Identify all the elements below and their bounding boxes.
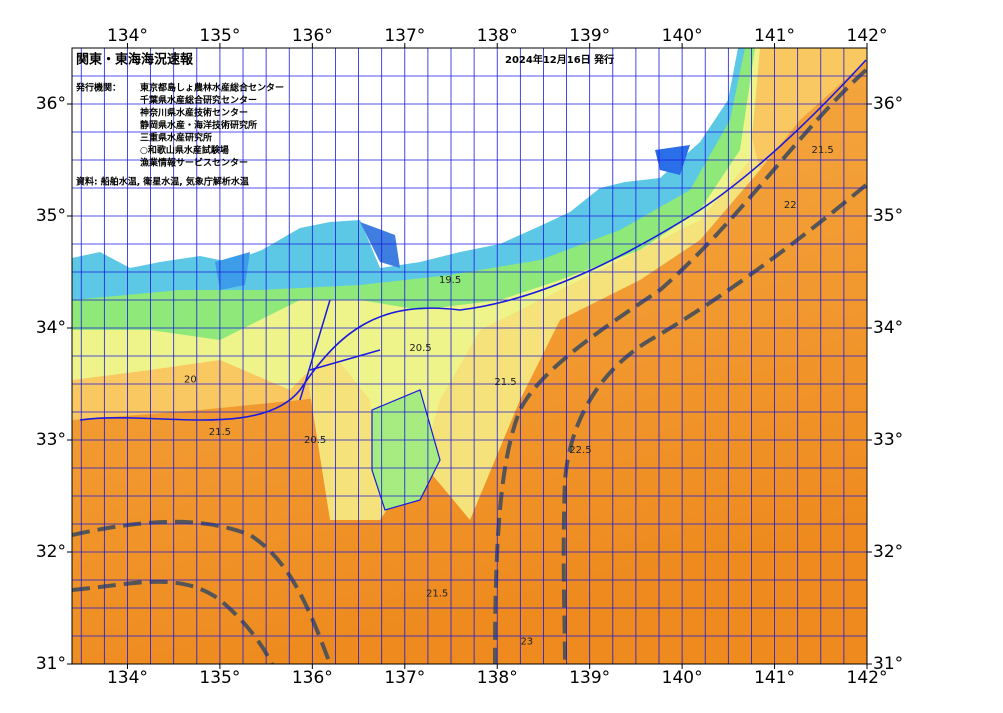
contour-labels: 19.5 20.5 21.5 22.5 20.5 21.5 21.5 22 23 21.5 20 bbox=[184, 145, 834, 648]
lat-label: 32° bbox=[873, 542, 903, 562]
lon-label: 134° bbox=[107, 26, 148, 46]
contour-label: 21.5 bbox=[209, 427, 231, 438]
kuroshio-axis bbox=[493, 68, 867, 664]
issue-date: 2024年12月16日 発行 bbox=[505, 53, 614, 66]
kuroshio-axis bbox=[72, 579, 274, 664]
lon-label: 139° bbox=[569, 668, 610, 688]
lat-label: 31° bbox=[36, 654, 66, 674]
lon-label: 138° bbox=[477, 26, 518, 46]
kuroshio-axis bbox=[561, 183, 867, 664]
agency: 漁業情報サービスセンター bbox=[140, 157, 248, 169]
grid bbox=[72, 48, 867, 664]
lon-label: 134° bbox=[107, 668, 148, 688]
bay bbox=[360, 222, 400, 268]
lon-label: 135° bbox=[199, 26, 240, 46]
contour-label: 23 bbox=[520, 637, 533, 648]
lat-label: 31° bbox=[873, 654, 903, 674]
lon-label: 141° bbox=[754, 668, 795, 688]
agency: 三重県水産研究所 bbox=[140, 132, 212, 144]
contour-label: 20.5 bbox=[409, 343, 431, 354]
contour-label: 21.5 bbox=[426, 588, 448, 599]
cold-eddy bbox=[371, 389, 441, 511]
kuroshio-axis bbox=[72, 519, 332, 664]
agencies-label: 発行機関： bbox=[75, 82, 121, 94]
contour-label: 22.5 bbox=[569, 445, 591, 456]
agency: 千葉県水産総合研究センター bbox=[140, 94, 257, 106]
contour-label: 20 bbox=[184, 375, 197, 386]
lat-label: 35° bbox=[873, 206, 903, 226]
lon-label: 136° bbox=[292, 26, 333, 46]
source: 資料: 船舶水温, 衛星水温, 気象庁解析水温 bbox=[76, 176, 249, 188]
frame bbox=[71, 47, 868, 665]
lon-label: 141° bbox=[754, 26, 795, 46]
agency: 東京都島しょ農林水産総合センター bbox=[140, 82, 284, 94]
agency: 静岡県水産・海洋技術研究所 bbox=[140, 119, 257, 131]
lat-label: 36° bbox=[36, 94, 66, 114]
lon-label: 142° bbox=[847, 26, 888, 46]
lon-label: 138° bbox=[477, 668, 518, 688]
contour-label: 22 bbox=[784, 200, 797, 211]
lat-label: 33° bbox=[36, 430, 66, 450]
lat-label: 34° bbox=[873, 318, 903, 338]
agency: 神奈川県水産技術センター bbox=[140, 107, 248, 119]
contour-label: 20.5 bbox=[304, 435, 326, 446]
bay bbox=[215, 252, 250, 290]
lon-label: 142° bbox=[847, 668, 888, 688]
agency: ○和歌山県水産試験場 bbox=[140, 144, 229, 156]
lon-label: 135° bbox=[199, 668, 240, 688]
axes: 134° 134° 135° 135° 136° 136° 137° 137° 138° 138°… bbox=[36, 26, 903, 688]
lon-label: 140° bbox=[662, 26, 703, 46]
lon-label: 140° bbox=[662, 668, 703, 688]
lat-label: 32° bbox=[36, 542, 66, 562]
agencies: 東京都島しょ農林水産総合センター千葉県水産総合研究センター神奈川県水産技術センタ… bbox=[140, 82, 284, 169]
lon-label: 139° bbox=[569, 26, 610, 46]
lon-label: 136° bbox=[292, 668, 333, 688]
lat-label: 34° bbox=[36, 318, 66, 338]
contour-label: 19.5 bbox=[439, 275, 461, 286]
lat-label: 33° bbox=[873, 430, 903, 450]
title: 関東・東海海況速報 bbox=[76, 52, 194, 68]
contour-label: 21.5 bbox=[494, 377, 516, 388]
lon-label: 137° bbox=[384, 668, 425, 688]
lat-label: 36° bbox=[873, 94, 903, 114]
map-field: 19.5 20.5 21.5 22.5 20.5 21.5 21.5 22 23 21.5 20 bbox=[72, 48, 867, 664]
lat-label: 35° bbox=[36, 206, 66, 226]
lon-label: 137° bbox=[384, 26, 425, 46]
contour-label: 21.5 bbox=[811, 145, 833, 156]
